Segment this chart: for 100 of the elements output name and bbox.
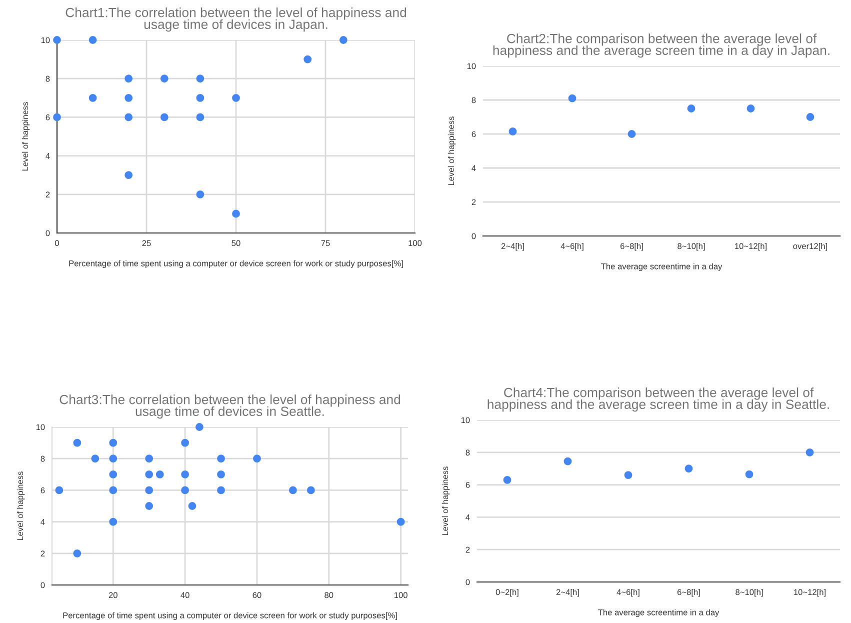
point (196, 113, 204, 122)
y-tick-label: 8 (472, 97, 476, 104)
point (503, 476, 512, 484)
point (91, 454, 100, 463)
point (195, 423, 204, 431)
point (687, 104, 696, 112)
point (88, 36, 97, 44)
y-tick-label: 10 (467, 63, 476, 70)
point (73, 438, 82, 447)
x-tick-label: 10~12[h] (794, 588, 826, 597)
y-tick-label: 4 (472, 165, 476, 172)
point (628, 130, 636, 138)
point (124, 74, 133, 83)
point (217, 470, 225, 478)
point (145, 470, 154, 478)
y-tick-label: 10 (461, 417, 470, 424)
point (124, 171, 133, 180)
point (217, 454, 225, 463)
point (253, 454, 261, 463)
point (53, 36, 61, 44)
x-axis-title: Percentage of time spent using a computer or device screen for work or study purposes[%] (69, 260, 403, 268)
x-tick-label: 2~4[h] (501, 242, 524, 251)
point (145, 454, 154, 463)
point (55, 486, 64, 494)
point (145, 486, 154, 494)
point (160, 113, 168, 122)
point (53, 113, 61, 122)
point (304, 55, 312, 64)
point (288, 486, 297, 494)
y-tick-label: 10 (41, 37, 50, 44)
point (145, 502, 154, 510)
point (508, 128, 517, 136)
point (124, 113, 133, 122)
y-tick-label: 2 (46, 192, 50, 198)
y-axis-title: Level of happiness (442, 466, 450, 536)
x-axis-title: Percentage of time spent using a computer or device screen for work or study purposes[%] (63, 612, 397, 620)
y-tick-label: 2 (40, 550, 45, 556)
chart-title: Chart2:The comparison between the average level of happiness and the average screen time in a day in Japan. (493, 34, 830, 58)
y-tick-label: 8 (46, 76, 50, 82)
point (181, 470, 189, 478)
x-tick-label: 0~2[h] (496, 588, 518, 597)
point (73, 549, 82, 558)
x-tick-label: 60 (252, 592, 262, 598)
point (306, 486, 315, 494)
y-tick-label: 8 (466, 450, 470, 456)
y-tick-label: 6 (472, 131, 476, 138)
point (396, 518, 405, 526)
point (806, 113, 814, 121)
point (109, 518, 118, 526)
y-axis-title: Level of happiness (16, 472, 25, 540)
x-tick-label: 4~6[h] (560, 242, 584, 251)
x-axis-title: The average screentime in a day (601, 263, 722, 271)
point (181, 486, 189, 494)
point (109, 454, 118, 463)
x-tick-label: 4~6[h] (616, 588, 640, 597)
x-tick-label: 50 (232, 240, 240, 246)
y-tick-label: 0 (466, 579, 470, 586)
y-tick-label: 2 (472, 199, 476, 206)
y-tick-label: 4 (46, 153, 50, 159)
point (746, 104, 755, 112)
y-tick-label: 2 (466, 546, 470, 553)
point (564, 457, 572, 466)
y-tick-label: 0 (40, 582, 45, 588)
x-tick-label: 20 (108, 592, 118, 598)
point (568, 94, 576, 102)
x-tick-label: 8~10[h] (736, 588, 763, 597)
x-tick-label: 0 (55, 240, 59, 246)
x-tick-label: 75 (321, 240, 330, 246)
point (196, 74, 204, 83)
point (806, 448, 814, 456)
point (109, 486, 118, 494)
point (745, 470, 754, 478)
y-tick-label: 8 (40, 456, 45, 462)
y-tick-label: 10 (36, 424, 45, 430)
x-axis-title: The average screentime in a day (598, 609, 720, 617)
y-tick-label: 4 (40, 519, 45, 525)
point (217, 486, 225, 494)
x-tick-label: 8~10[h] (678, 242, 705, 251)
x-tick-label: 100 (394, 592, 408, 598)
x-tick-label: 25 (142, 240, 151, 246)
point (160, 74, 168, 83)
x-tick-label: 6~8[h] (620, 242, 643, 251)
x-tick-label: 80 (324, 592, 334, 598)
point (188, 502, 196, 510)
chart-title: Chart3:The correlation between the level of happiness and usage time of devices in Seattle. (60, 394, 400, 419)
x-tick-label: 2~4[h] (556, 588, 579, 597)
x-tick-label: 100 (408, 240, 422, 246)
point (109, 438, 118, 447)
x-tick-label: 40 (180, 592, 190, 598)
point (339, 36, 348, 44)
chart-title: Chart1:The correlation between the level of happiness and usage time of devices in Japan. (66, 8, 406, 32)
chart-title: Chart4:The comparison between the average level of happiness and the average screen time in a day in Seattle. (488, 388, 829, 412)
point (232, 94, 240, 102)
y-tick-label: 0 (46, 230, 50, 236)
y-tick-label: 6 (46, 114, 50, 120)
point (624, 471, 632, 480)
point (196, 190, 204, 198)
point (684, 464, 693, 473)
y-tick-label: 6 (466, 482, 470, 488)
point (88, 94, 97, 102)
